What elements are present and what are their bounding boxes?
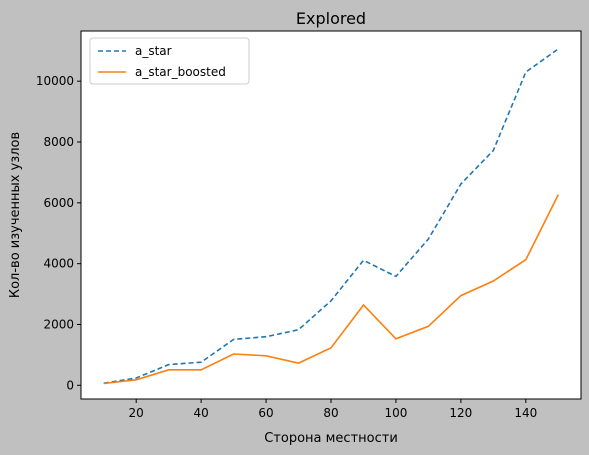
series-layer <box>103 48 560 385</box>
plot-area <box>81 31 581 399</box>
x-tick-label: 40 <box>193 406 208 420</box>
y-tick-label: 10000 <box>36 74 74 88</box>
legend-label: a_star_boosted <box>135 65 226 79</box>
series-line-a-star <box>103 48 559 384</box>
x-axis-label: Сторона местности <box>264 431 398 446</box>
x-tick-label: 60 <box>258 406 273 420</box>
legend: a_star a_star_boosted <box>89 37 250 85</box>
legend-label: a_star <box>135 44 172 58</box>
legend-box <box>89 37 250 85</box>
x-tick-label: 20 <box>129 406 144 420</box>
y-axis-label: Кол-во изученных узлов <box>8 132 23 298</box>
x-tick-label: 120 <box>449 406 472 420</box>
series-line-a-star-boosted <box>103 194 560 385</box>
x-axis-ticks: 20 40 60 80 100 120 140 <box>129 399 537 420</box>
y-axis-ticks: 0 2000 4000 6000 8000 10000 <box>36 74 81 392</box>
y-tick-label: 8000 <box>43 135 74 149</box>
y-tick-label: 4000 <box>43 257 74 271</box>
y-tick-label: 0 <box>66 378 74 392</box>
x-tick-label: 80 <box>323 406 338 420</box>
y-tick-label: 2000 <box>43 317 74 331</box>
chart-title: Explored <box>296 9 366 28</box>
x-tick-label: 140 <box>514 406 537 420</box>
x-tick-label: 100 <box>384 406 407 420</box>
y-tick-label: 6000 <box>43 196 74 210</box>
